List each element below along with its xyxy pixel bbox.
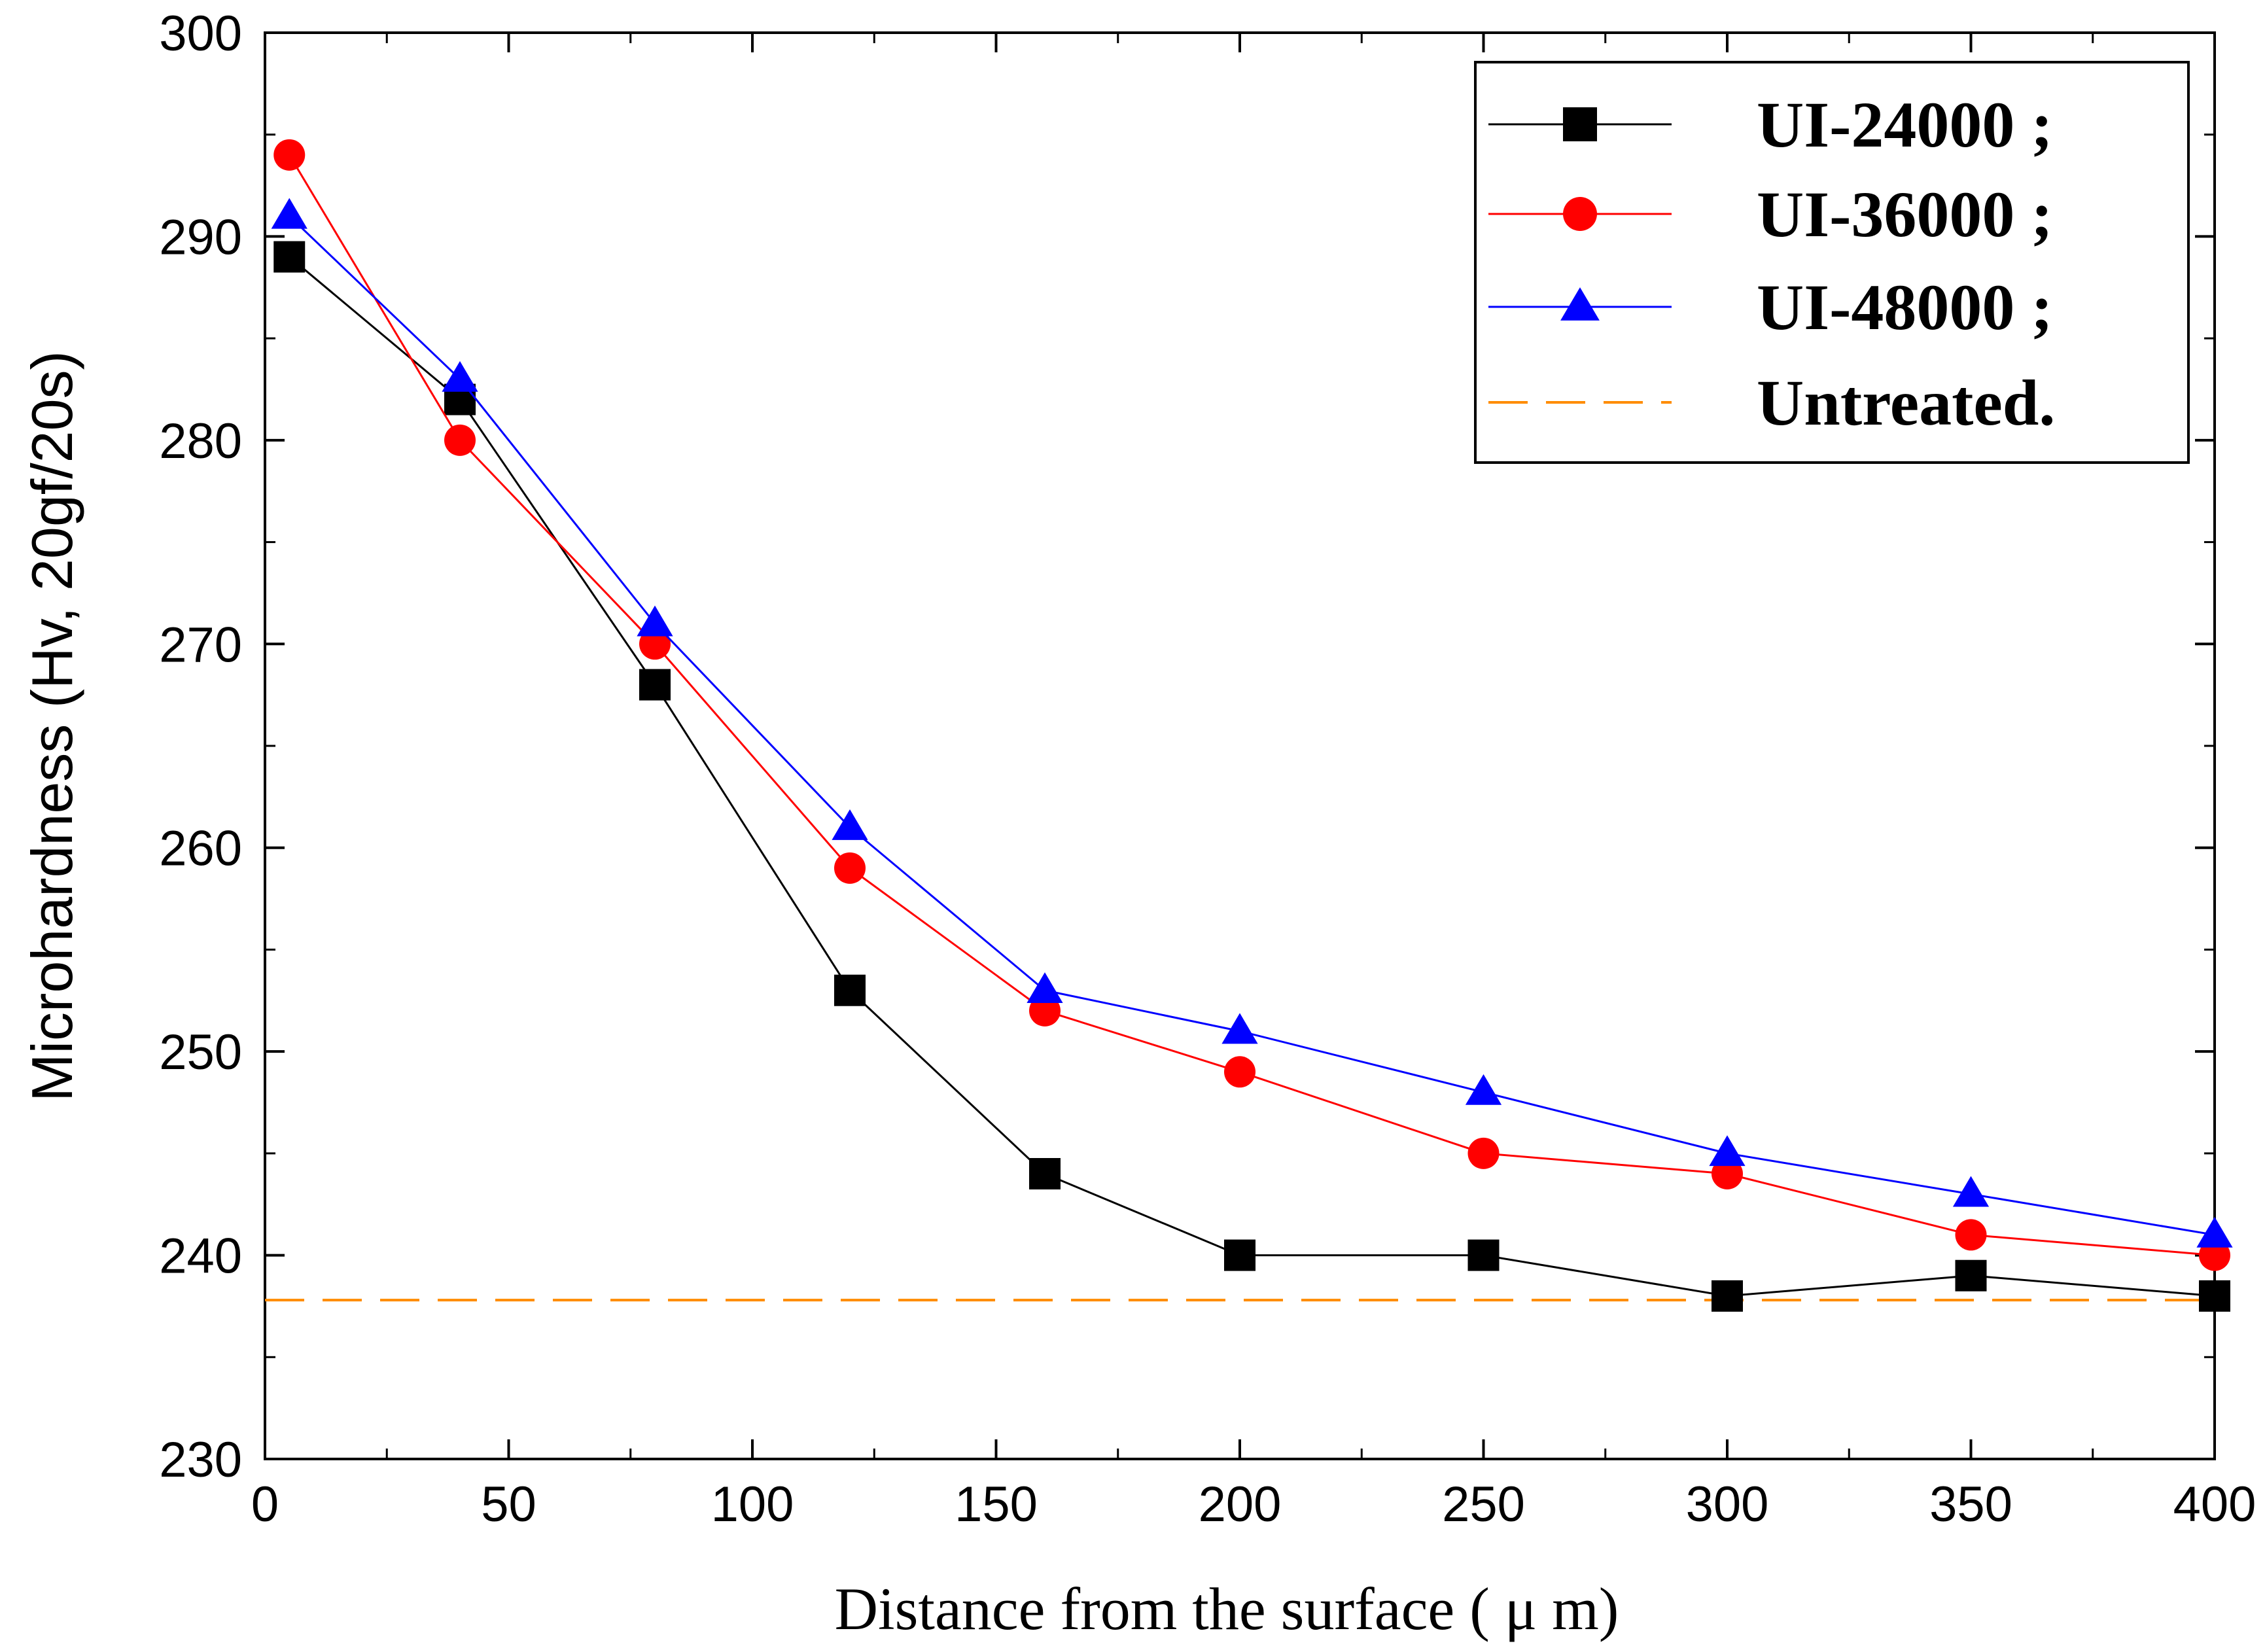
series-line xyxy=(288,154,2215,1257)
x-tick-label: 50 xyxy=(481,1477,536,1532)
y-tick-label: 230 xyxy=(159,1432,242,1488)
x-axis-title: Distance from the surface ( μ m) xyxy=(835,1575,1619,1642)
x-tick-label: 400 xyxy=(2173,1477,2256,1532)
y-tick-label: 280 xyxy=(159,413,242,469)
legend-label: UI-48000 ; xyxy=(1757,271,2053,343)
legend-marker xyxy=(1563,107,1597,141)
x-tick-label: 300 xyxy=(1686,1477,1769,1532)
data-point xyxy=(2196,1216,2233,1248)
data-point xyxy=(637,605,673,637)
data-point xyxy=(2199,1280,2230,1312)
plot-area: 0 50 100 150 200 250 300 350 400 230 240 250 260 270 2… xyxy=(159,6,2256,1532)
x-tick-label: 350 xyxy=(1929,1477,2012,1532)
data-point xyxy=(1712,1280,1743,1312)
y-tick-label: 240 xyxy=(159,1229,242,1284)
data-point xyxy=(1224,1056,1255,1088)
data-point xyxy=(1709,1135,1746,1167)
legend-label: Untreated. xyxy=(1757,366,2055,439)
data-point xyxy=(442,360,478,392)
data-point xyxy=(1224,1239,1255,1271)
y-tick-label: 290 xyxy=(159,209,242,265)
y-tick-label: 270 xyxy=(159,617,242,673)
legend-marker xyxy=(1560,287,1600,321)
data-point xyxy=(639,669,671,701)
data-point xyxy=(834,974,866,1006)
data-point xyxy=(273,241,306,273)
legend: UI-24000 ; UI-36000 ; UI-48000 ; Untreated. xyxy=(1474,61,2190,464)
x-tick-label: 150 xyxy=(955,1477,1038,1532)
x-tick-label: 200 xyxy=(1199,1477,1282,1532)
data-point xyxy=(1955,1219,1987,1251)
data-point xyxy=(832,809,868,840)
legend-label: UI-36000 ; xyxy=(1757,178,2053,251)
x-tick-label: 250 xyxy=(1442,1477,1525,1532)
data-point xyxy=(834,852,866,884)
y-tick-label: 250 xyxy=(159,1025,242,1080)
series-line xyxy=(289,215,2215,1236)
data-point xyxy=(1467,1239,1500,1271)
data-point xyxy=(1952,1176,1990,1207)
series-ui-48000 xyxy=(271,198,2233,1248)
series-ui-24000 xyxy=(273,241,2230,1312)
data-point xyxy=(1467,1137,1500,1169)
legend-label: UI-24000 ; xyxy=(1757,88,2053,161)
y-tick-label: 300 xyxy=(159,6,242,62)
data-point xyxy=(271,198,307,229)
data-point xyxy=(444,424,476,456)
y-axis-title: Microhardness (Hv, 20gf/20s) xyxy=(20,351,84,1102)
x-tick-label: 100 xyxy=(711,1477,794,1532)
y-tick-label: 260 xyxy=(159,821,242,877)
x-tick-label: 0 xyxy=(251,1477,279,1532)
data-point xyxy=(1465,1074,1502,1105)
data-point xyxy=(1027,972,1063,1004)
data-point xyxy=(1955,1259,1987,1292)
legend-marker xyxy=(1563,197,1597,231)
data-point xyxy=(1029,1158,1061,1189)
data-point xyxy=(1221,1013,1258,1044)
data-point xyxy=(273,139,306,171)
